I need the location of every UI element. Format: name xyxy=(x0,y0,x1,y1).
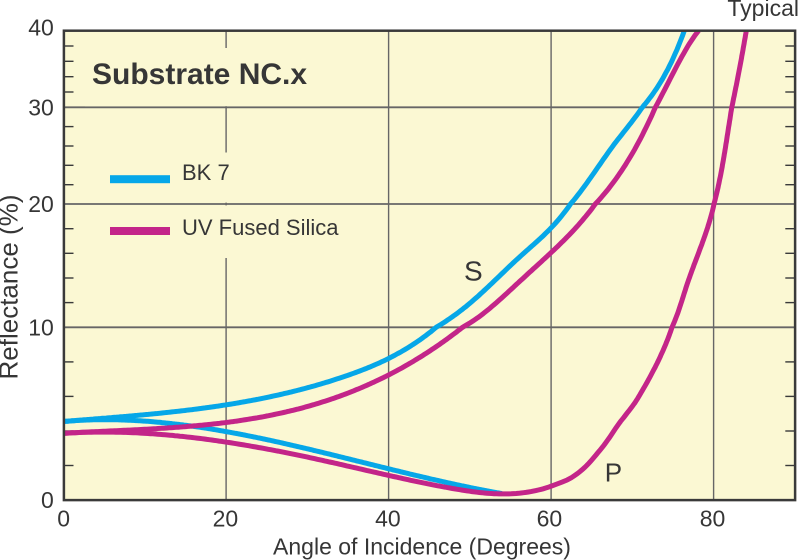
svg-text:BK 7: BK 7 xyxy=(182,160,230,185)
svg-text:80: 80 xyxy=(700,506,726,532)
svg-text:Reflectance (%): Reflectance (%) xyxy=(0,195,24,380)
svg-text:Angle of Incidence (Degrees): Angle of Incidence (Degrees) xyxy=(273,534,571,560)
svg-text:20: 20 xyxy=(28,191,54,217)
svg-text:40: 40 xyxy=(28,15,54,41)
svg-text:UV Fused Silica: UV Fused Silica xyxy=(182,215,339,240)
svg-text:0: 0 xyxy=(57,506,70,532)
svg-text:40: 40 xyxy=(375,506,401,532)
svg-text:Typical: Typical xyxy=(727,0,799,21)
svg-text:S: S xyxy=(464,255,483,286)
svg-text:Substrate NC.x: Substrate NC.x xyxy=(92,58,307,91)
svg-text:30: 30 xyxy=(28,95,54,121)
svg-text:20: 20 xyxy=(213,506,239,532)
svg-text:10: 10 xyxy=(28,315,54,341)
svg-text:0: 0 xyxy=(41,487,54,513)
svg-text:P: P xyxy=(605,458,622,488)
svg-text:60: 60 xyxy=(537,506,563,532)
